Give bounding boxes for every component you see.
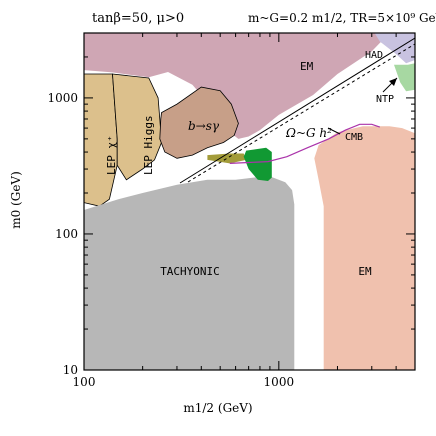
annotation-ntp: NTP (376, 94, 394, 105)
chart-title-right: m~G=0.2 m1/2, TR=5×10⁹ GeV (248, 11, 436, 25)
region-had (374, 33, 415, 64)
annotation-lep-chargino: LEP χ⁺ (105, 135, 118, 175)
chart-title-left: tanβ=50, μ>0 (92, 11, 184, 26)
annotation-b-to-s-gamma: b→sγ (188, 119, 220, 133)
plot-frame (83, 32, 416, 371)
region-relic-density (243, 147, 272, 181)
line-cmb (229, 123, 380, 164)
boundary-lines (179, 37, 415, 184)
annotation-em-bottom: EM (358, 265, 372, 278)
cmb-arrow (327, 127, 341, 135)
annotation-em-top: EM (300, 60, 314, 73)
axis-ticks (83, 32, 416, 371)
annotation-tachyonic: TACHYONIC (160, 265, 220, 278)
y-tick-label: 1000 (47, 91, 78, 105)
region-em-bottom (314, 126, 415, 370)
y-tick-label: 100 (55, 227, 78, 241)
x-axis-label: m1/2 (GeV) (183, 401, 252, 415)
x-tick-label: 1000 (264, 375, 295, 389)
y-axis-label: m0 (GeV) (9, 171, 23, 229)
ntp-arrow (382, 77, 398, 93)
lines-layer (229, 123, 380, 164)
region-lep-higgs (112, 73, 162, 181)
annotation-relic-density: Ω~G h² (285, 126, 332, 140)
annotation-had: HAD (365, 50, 383, 61)
region-olive-band (207, 153, 247, 164)
x-tick-label: 100 (73, 375, 96, 389)
region-b-to-s-gamma (159, 86, 239, 159)
regions-layer (84, 33, 415, 370)
region-tachyonic (84, 176, 295, 370)
region-ntp (394, 63, 415, 92)
region-em-top (84, 33, 390, 139)
annotation-lep-higgs: LEP Higgs (142, 115, 155, 175)
y-tick-label: 10 (63, 363, 78, 377)
annotation-cmb: CMB (345, 132, 363, 143)
